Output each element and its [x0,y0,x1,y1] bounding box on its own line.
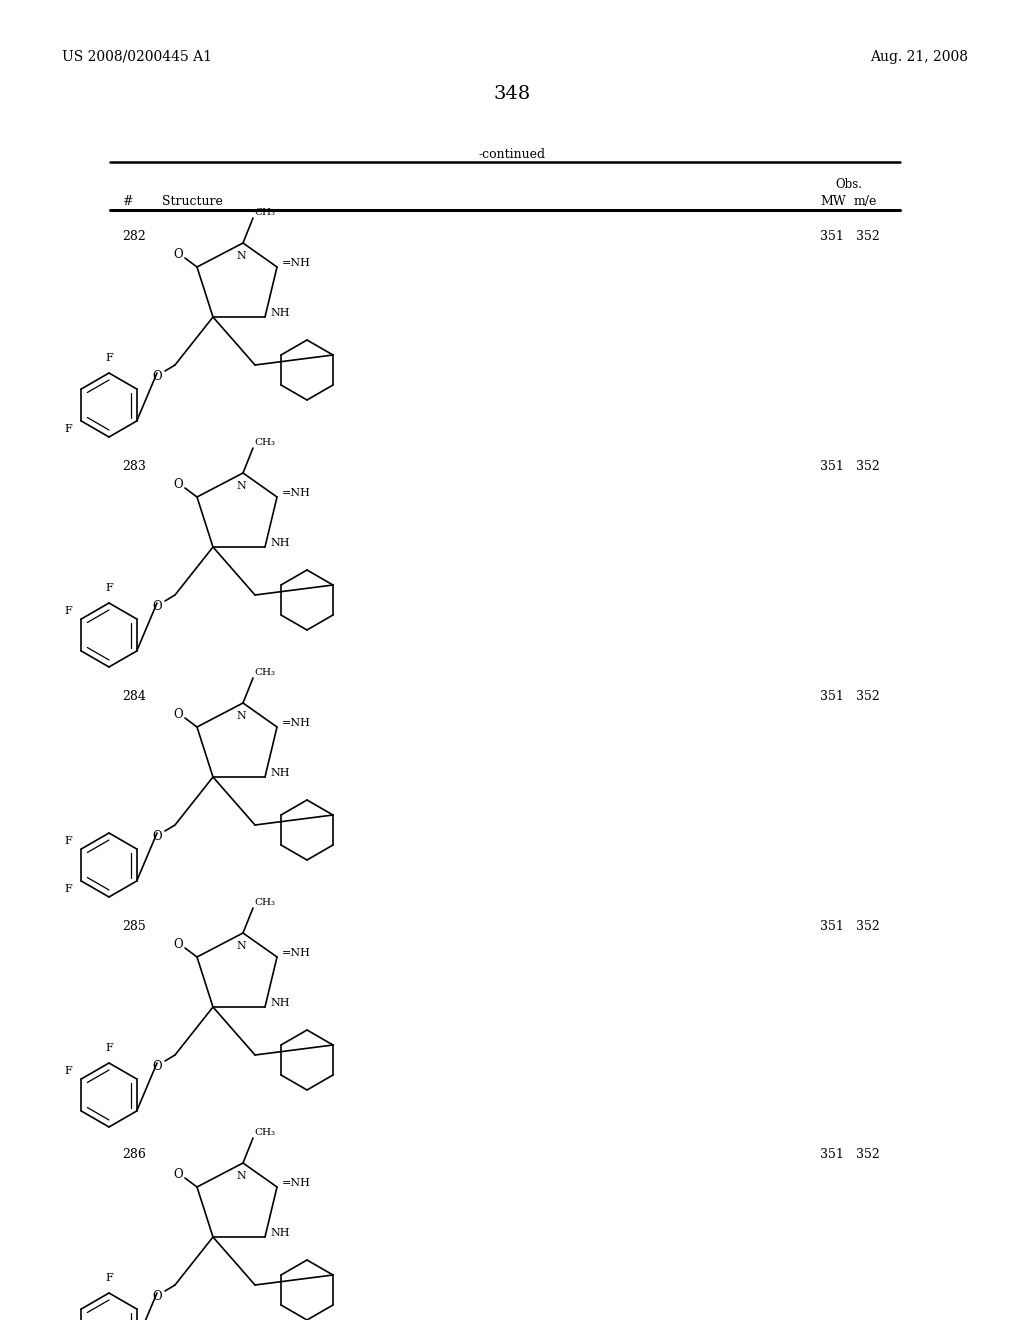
Text: CH₃: CH₃ [254,668,275,677]
Text: O: O [173,1168,183,1181]
Text: 351: 351 [820,230,844,243]
Text: F: F [105,352,113,363]
Text: -continued: -continued [478,148,546,161]
Text: O: O [153,599,162,612]
Text: F: F [65,1067,72,1077]
Text: NH: NH [270,308,290,318]
Text: O: O [173,479,183,491]
Text: F: F [105,1043,113,1053]
Text: 286: 286 [122,1148,145,1162]
Text: N: N [237,941,246,950]
Text: 351: 351 [820,459,844,473]
Text: 352: 352 [856,459,880,473]
Text: NH: NH [270,539,290,548]
Text: 351: 351 [820,690,844,704]
Text: 351: 351 [820,1148,844,1162]
Text: 285: 285 [122,920,145,933]
Text: CH₃: CH₃ [254,1129,275,1137]
Text: O: O [173,248,183,261]
Text: =NH: =NH [282,257,311,268]
Text: NH: NH [270,998,290,1008]
Text: Aug. 21, 2008: Aug. 21, 2008 [870,50,968,63]
Text: O: O [173,939,183,952]
Text: N: N [237,1171,246,1181]
Text: 351: 351 [820,920,844,933]
Text: US 2008/0200445 A1: US 2008/0200445 A1 [62,50,212,63]
Text: 352: 352 [856,920,880,933]
Text: F: F [65,837,72,846]
Text: N: N [237,480,246,491]
Text: =NH: =NH [282,488,311,498]
Text: F: F [65,883,72,894]
Text: 283: 283 [122,459,145,473]
Text: F: F [105,583,113,593]
Text: CH₃: CH₃ [254,438,275,447]
Text: F: F [65,424,72,433]
Text: 352: 352 [856,690,880,704]
Text: N: N [237,711,246,721]
Text: 352: 352 [856,230,880,243]
Text: Obs.: Obs. [835,178,862,191]
Text: NH: NH [270,768,290,777]
Text: F: F [105,1272,113,1283]
Text: O: O [153,829,162,842]
Text: CH₃: CH₃ [254,209,275,216]
Text: N: N [237,251,246,261]
Text: 352: 352 [856,1148,880,1162]
Text: O: O [153,1290,162,1303]
Text: 282: 282 [122,230,145,243]
Text: 284: 284 [122,690,145,704]
Text: Structure: Structure [162,195,223,209]
Text: F: F [65,606,72,616]
Text: =NH: =NH [282,718,311,729]
Text: O: O [153,370,162,383]
Text: =NH: =NH [282,948,311,958]
Text: O: O [153,1060,162,1072]
Text: =NH: =NH [282,1177,311,1188]
Text: 348: 348 [494,84,530,103]
Text: O: O [173,709,183,722]
Text: CH₃: CH₃ [254,898,275,907]
Text: MW: MW [820,195,846,209]
Text: #: # [122,195,132,209]
Text: m/e: m/e [854,195,878,209]
Text: NH: NH [270,1228,290,1238]
